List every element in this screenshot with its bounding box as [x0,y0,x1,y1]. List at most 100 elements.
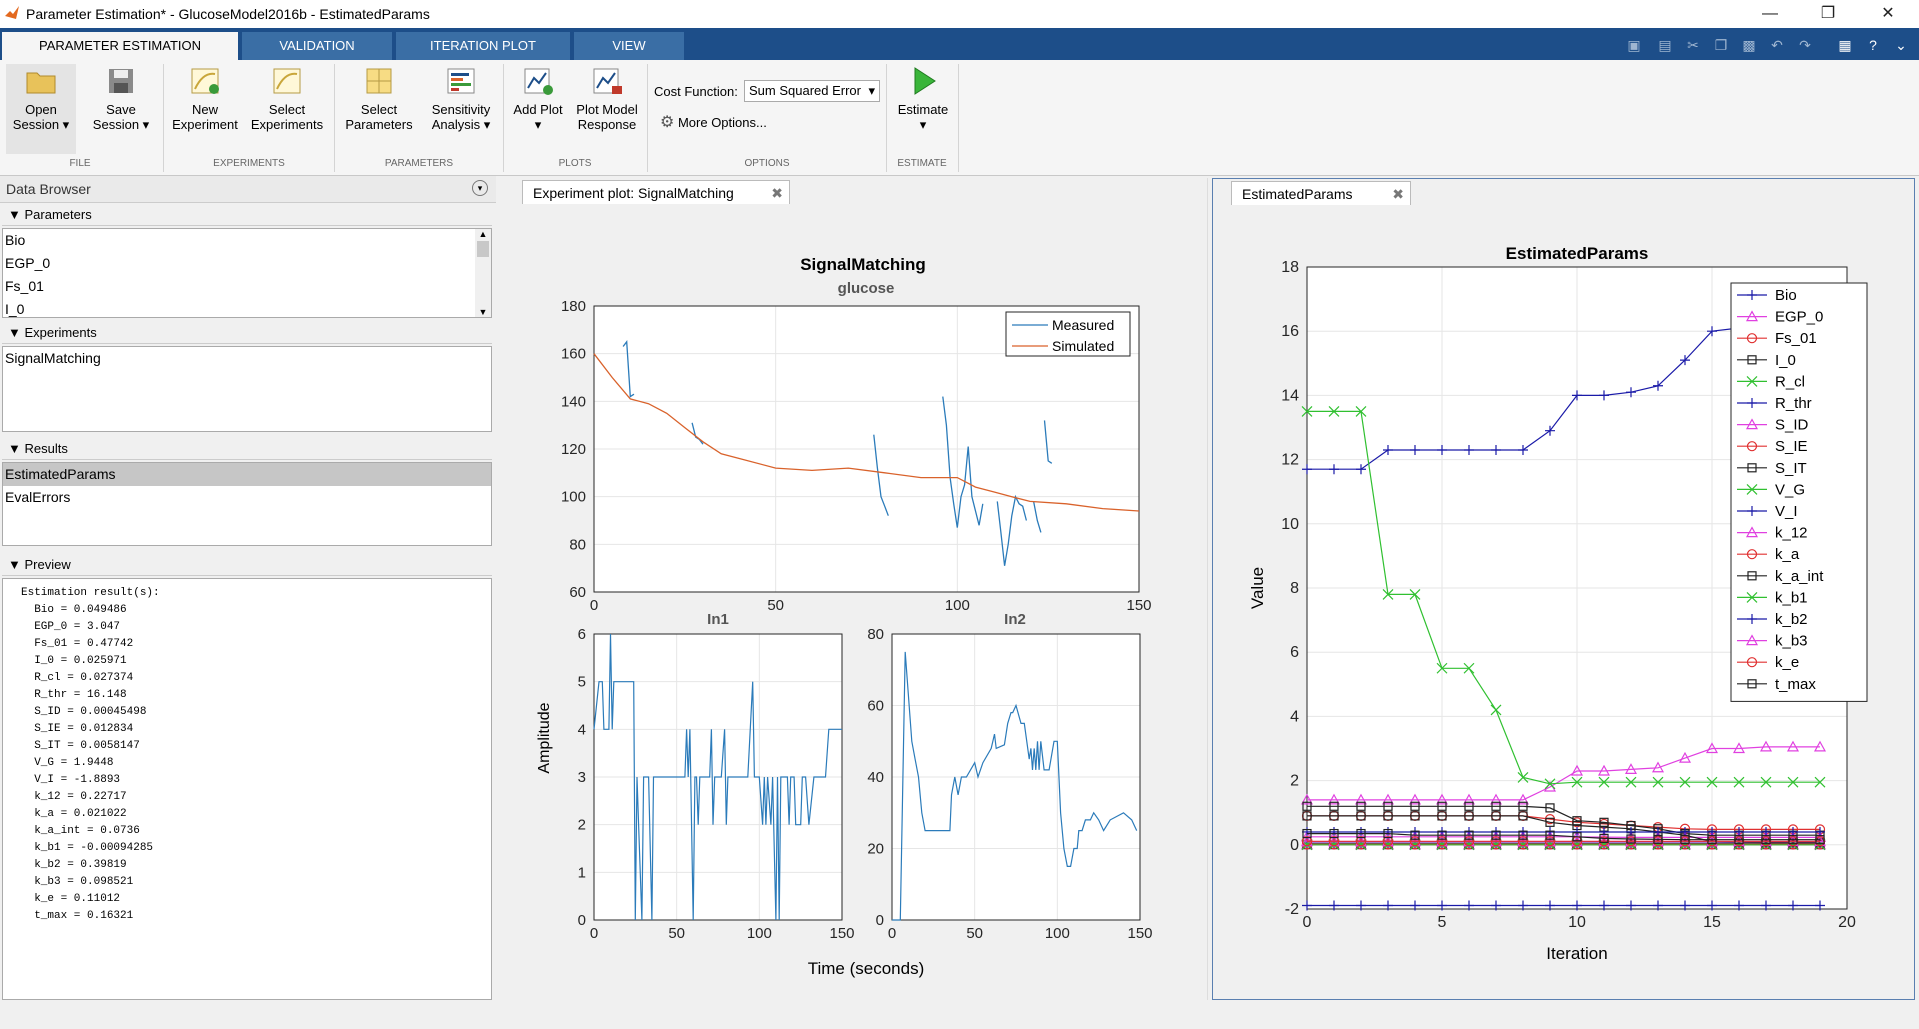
x-tick-label: 100 [945,597,970,614]
data-point [1746,591,1758,603]
plot-model-response-icon [593,68,622,94]
scrollbar-thumb[interactable] [477,241,489,257]
tab-parameter-estimation[interactable]: PARAMETER ESTIMATION [2,32,238,60]
y-tick-label: 0 [876,912,884,929]
results-header[interactable]: ▼ Results [2,438,492,460]
redo-icon[interactable]: ↷ [1799,37,1811,53]
plot-frame [593,633,843,921]
y-tick-label: 2 [578,817,586,834]
close-icon[interactable]: ✖ [1392,186,1404,202]
list-item[interactable]: SignalMatching [5,350,101,366]
y-tick-label: 40 [867,769,884,786]
scrollbar[interactable]: ▲ ▼ [475,229,491,317]
data-point [1626,834,1636,844]
open-session-label-1: Open [25,102,57,117]
quick-save-icon[interactable]: ▤ [1658,37,1672,53]
tab-view[interactable]: VIEW [574,32,684,60]
data-point [1745,310,1759,322]
data-point [1572,826,1582,837]
tab-experiment-plot[interactable]: Experiment plot: SignalMatching ✖ [522,180,790,204]
data-point [1408,793,1422,805]
experiments-list[interactable]: SignalMatching [2,346,492,432]
section-plots: PLOTS [558,158,592,169]
add-plot-button[interactable]: Add Plot ▾ [507,64,569,132]
chevron-down-icon: ▾ [142,117,150,132]
preview-header[interactable]: ▼ Preview [2,554,492,576]
save-session-label-1: Save [106,102,136,117]
list-item[interactable]: I_0 [5,301,25,317]
add-plot-icon [524,68,553,95]
list-item[interactable]: EvalErrors [5,489,71,505]
new-experiment-button[interactable]: New Experiment [168,64,242,132]
cut-icon[interactable]: ✂ [1687,37,1699,53]
restore-icon[interactable]: ❐ [1820,5,1836,22]
more-options-button[interactable]: ⚙ More Options... [660,112,767,132]
x-tick-label: 0 [888,925,896,942]
list-item[interactable]: Fs_01 [5,278,44,294]
data-point [1544,778,1556,790]
data-point [1572,390,1582,401]
data-point [1746,333,1758,344]
y-tick-label: 0 [578,912,586,929]
data-point [1383,826,1393,837]
undo-icon[interactable]: ↶ [1771,37,1783,53]
list-item[interactable]: Bio [5,232,26,248]
y-tick-label: 6 [578,626,586,643]
minimize-icon[interactable]: — [1762,5,1778,22]
preview-line: V_I = -1.8893 [21,774,121,786]
sensitivity-analysis-label-1: Sensitivity [431,102,491,117]
series-line [1307,410,1820,785]
data-point [1599,390,1609,401]
save-session-button[interactable]: Save Session ▾ [84,64,158,132]
layout-icon[interactable]: ▦ [1838,37,1852,53]
list-item[interactable]: EGP_0 [5,255,51,271]
data-point [1491,811,1501,821]
parameters-header[interactable]: ▼ Parameters [2,204,492,226]
copy-icon[interactable]: ❐ [1714,37,1728,53]
data-point [1747,355,1757,365]
paste-icon[interactable]: ▩ [1742,37,1756,53]
open-session-button[interactable]: Open Session ▾ [6,64,76,154]
tab-validation[interactable]: VALIDATION [242,32,392,60]
select-experiments-label-2: Experiments [250,117,324,132]
preview-line: k_e = 0.11012 [21,893,121,905]
data-point [1572,900,1582,911]
scroll-down-icon[interactable]: ▼ [478,307,488,317]
sensitivity-analysis-button[interactable]: Sensitivity Analysis ▾ [422,64,500,132]
legend-label: V_I [1775,503,1798,520]
data-point [1746,549,1758,560]
legend [1005,311,1131,357]
close-icon[interactable]: ✖ [771,185,783,201]
parameters-list[interactable]: Bio EGP_0 Fs_01 I_0 ▲ ▼ [2,228,492,318]
data-point [1745,418,1759,430]
y-tick-label: 8 [1290,580,1299,597]
data-point [1356,828,1366,839]
list-item-selected[interactable]: EstimatedParams [3,463,491,486]
close-icon[interactable]: ✕ [1881,5,1895,22]
results-list[interactable]: EstimatedParams EvalErrors [2,462,492,546]
legend-label: k_b2 [1775,611,1808,628]
data-browser-header: Data Browser ▾ [0,176,496,203]
preview-header-label: Preview [24,557,71,572]
tab-estimated-params[interactable]: EstimatedParams ✖ [1231,181,1411,205]
y-tick-label: 120 [561,441,586,458]
data-point [1302,464,1312,475]
data-point [1746,441,1758,452]
data-point [1598,776,1610,788]
plot-model-response-button[interactable]: Plot Model Response [572,64,642,132]
series-line [942,396,984,528]
tab-iteration-plot[interactable]: ITERATION PLOT [396,32,570,60]
expand-ribbon-icon[interactable]: ⌄ [1895,37,1907,53]
data-point [1746,657,1758,668]
quick-access-icon[interactable]: ▣ [1627,37,1641,53]
estimate-button[interactable]: Estimate ▾ [890,64,956,132]
data-point [1705,742,1719,754]
help-icon[interactable]: ? [1869,37,1877,53]
select-experiments-button[interactable]: Select Experiments [248,64,326,132]
data-point [1436,662,1448,674]
cost-function-dropdown[interactable]: Sum Squared Error ▾ [744,80,880,102]
experiments-header[interactable]: ▼ Experiments [2,322,492,344]
scroll-up-icon[interactable]: ▲ [478,229,488,239]
select-parameters-button[interactable]: Select Parameters [340,64,418,132]
chevron-down-icon[interactable]: ▾ [472,180,488,196]
